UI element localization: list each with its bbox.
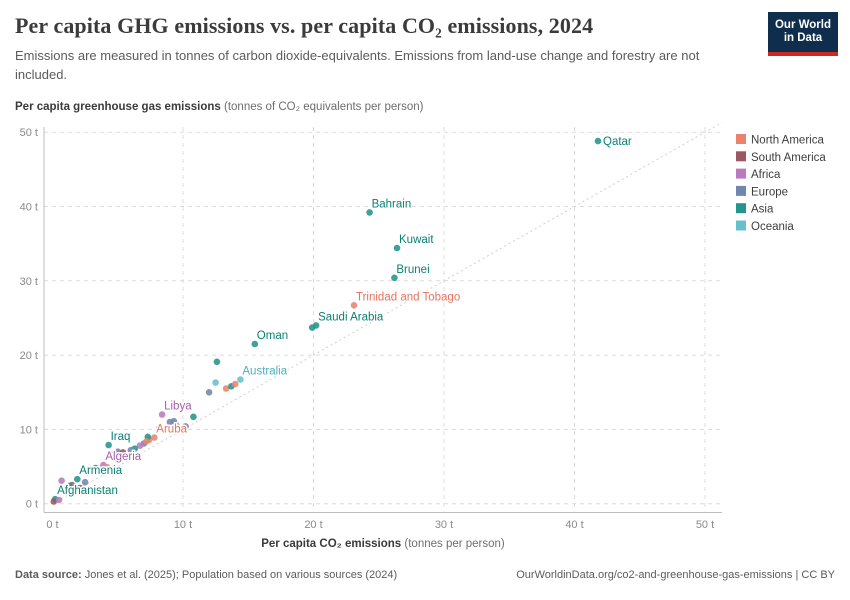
point-label: Australia [242,366,287,378]
point-label: Libya [164,401,192,413]
data-point[interactable] [50,498,58,505]
point-label: Algeria [105,451,141,463]
point-label: Afghanistan [57,485,118,497]
data-point[interactable] [213,358,221,366]
diagonal-reference-line [52,122,723,505]
data-point[interactable] [55,496,63,504]
data-point[interactable] [222,385,230,392]
x-axis-heading-bold: Per capita CO₂ emissions [261,538,402,550]
data-point-trinidad-and-tobago[interactable] [350,302,358,309]
attribution-link[interactable]: OurWorldinData.org/co2-and-greenhouse-ga… [516,569,835,581]
data-point[interactable] [96,467,103,474]
y-axis-heading-bold: Per capita greenhouse gas emissions [15,101,221,113]
y-tick-label: 0 t [26,499,38,511]
x-tick-label: 40 t [565,519,583,531]
chart-header: Per capita GHG emissions vs. per capita … [15,12,760,84]
data-source-note: Data source: Jones et al. (2025); Popula… [15,569,397,581]
data-point[interactable] [156,424,163,432]
data-point[interactable] [110,465,118,473]
data-point-qatar[interactable] [594,137,602,145]
data-point[interactable] [58,477,65,485]
data-point[interactable] [190,413,197,421]
chart-subtitle: Emissions are measured in tonnes of carb… [15,48,700,82]
legend-item-north_america[interactable]: North America [736,134,824,147]
point-label: Saudi Arabia [318,311,384,323]
data-point[interactable] [119,449,127,456]
data-point-australia[interactable] [237,376,244,383]
data-source-label: Data source: [15,569,82,581]
point-label: Qatar [603,136,632,148]
data-point[interactable] [114,448,122,456]
y-tick-label: 50 t [20,127,38,139]
data-point[interactable] [182,423,189,430]
x-axis-heading: Per capita CO₂ emissions (tonnes per per… [44,538,722,550]
legend-swatch-south_america [736,151,746,162]
legend-label-oceania: Oceania [751,221,794,233]
data-point[interactable] [76,484,84,492]
data-point-bahrain[interactable] [366,209,373,216]
chart-title: Per capita GHG emissions vs. per capita … [15,13,594,38]
data-point[interactable] [66,482,73,490]
legend-swatch-oceania [736,220,746,231]
data-point-kuwait[interactable] [393,244,401,252]
y-tick-label: 10 t [20,424,38,436]
point-label: Armenia [79,465,122,477]
owid-logo[interactable]: Our World in Data [768,12,838,56]
data-point[interactable] [308,324,316,331]
data-point-brunei[interactable] [391,274,398,282]
legend-item-south_america[interactable]: South America [736,151,826,164]
legend-swatch-africa [736,168,746,179]
data-point[interactable] [127,446,135,454]
legend-item-europe[interactable]: Europe [736,185,788,199]
data-point-libya[interactable] [158,411,166,418]
data-point[interactable] [136,442,144,450]
owid-logo-line2: in Data [783,32,823,44]
legend-label-africa: Africa [751,169,781,181]
legend-item-asia[interactable]: Asia [736,203,774,216]
y-tick-label: 20 t [20,350,38,362]
data-point[interactable] [205,389,213,396]
legend-label-north_america: North America [751,135,824,147]
y-tick-label: 40 t [20,202,38,214]
point-label: Brunei [396,264,429,276]
data-point[interactable] [143,438,150,445]
data-point-aruba[interactable] [151,434,158,441]
data-point-armenia[interactable] [74,475,81,483]
y-tick-label: 30 t [20,276,38,288]
x-tick-label: 30 t [435,519,453,531]
point-label: Trinidad and Tobago [356,291,460,303]
chart-footer: Data source: Jones et al. (2025); Popula… [15,569,835,581]
point-label: Iraq [111,431,131,443]
legend-label-south_america: South America [751,152,826,164]
point-label: Aruba [156,424,187,436]
x-axis-heading-units: (tonnes per person) [401,538,505,550]
x-tick-label: 0 t [46,519,58,531]
legend-swatch-north_america [736,134,746,144]
point-label: Kuwait [399,234,434,246]
data-point-oman[interactable] [251,340,259,348]
legend-label-asia: Asia [751,204,774,216]
point-label: Bahrain [372,198,412,210]
owid-logo-line1: Our World [774,19,831,31]
legend-label-europe: Europe [751,186,788,198]
legend-item-africa[interactable]: Africa [736,168,781,182]
legend-swatch-europe [736,185,746,196]
x-tick-label: 10 t [174,519,192,531]
data-point[interactable] [109,451,116,459]
legend-swatch-asia [736,203,746,214]
data-point[interactable] [173,422,180,430]
data-point[interactable] [81,478,89,486]
y-axis-heading-units: (tonnes of CO₂ equivalents per person) [220,101,424,113]
data-source-text: Jones et al. (2025); Population based on… [81,569,398,581]
x-tick-label: 20 t [304,519,322,531]
data-point-iraq[interactable] [105,441,112,449]
data-point[interactable] [212,379,219,386]
y-axis-heading: Per capita greenhouse gas emissions (ton… [15,101,423,113]
x-tick-label: 50 t [696,519,714,531]
legend-item-oceania[interactable]: Oceania [736,220,794,234]
data-point[interactable] [231,380,239,388]
point-label: Oman [257,330,288,342]
